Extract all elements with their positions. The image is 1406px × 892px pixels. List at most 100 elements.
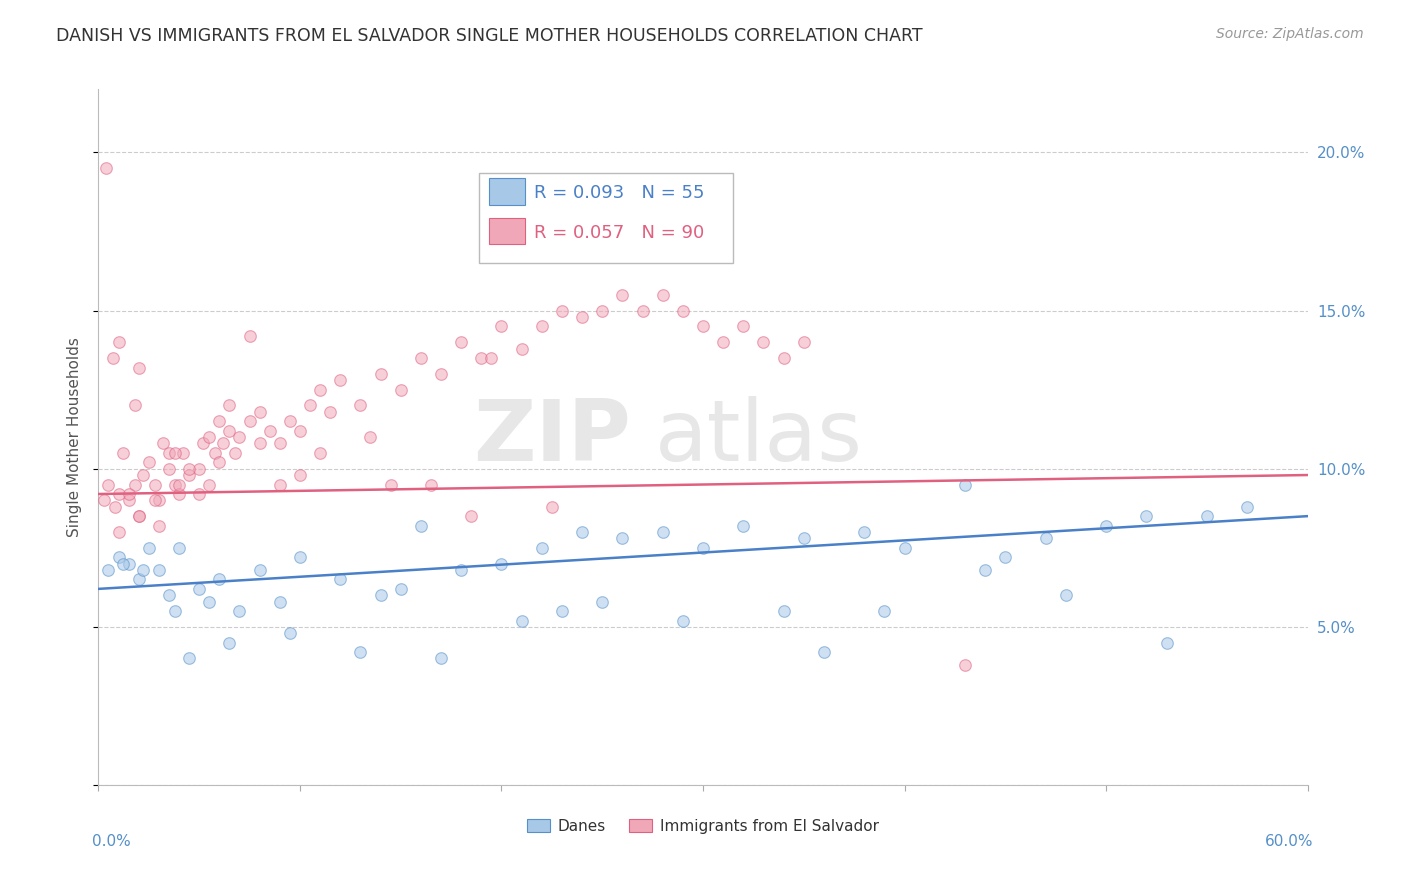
Point	[212, 436, 235, 450]
Point	[138, 541, 160, 555]
Point	[118, 493, 141, 508]
Point	[107, 550, 129, 565]
Point	[107, 335, 129, 350]
Point	[612, 287, 634, 301]
Point	[853, 524, 876, 539]
Point	[631, 303, 654, 318]
Text: ZIP: ZIP	[472, 395, 630, 479]
Point	[208, 455, 231, 469]
Legend: Danes, Immigrants from El Salvador: Danes, Immigrants from El Salvador	[522, 813, 884, 840]
Point	[111, 557, 134, 571]
Point	[793, 335, 815, 350]
Point	[551, 604, 574, 618]
Point	[409, 351, 432, 365]
Y-axis label: Single Mother Households: Single Mother Households	[67, 337, 83, 537]
Point	[360, 430, 382, 444]
Point	[692, 541, 714, 555]
Point	[167, 541, 190, 555]
Point	[1236, 500, 1258, 514]
Point	[188, 487, 211, 501]
Point	[733, 319, 755, 334]
Point	[692, 319, 714, 334]
Point	[93, 493, 115, 508]
Point	[188, 461, 211, 475]
Point	[953, 657, 976, 672]
Point	[309, 446, 332, 460]
Point	[893, 541, 915, 555]
Point	[179, 468, 201, 483]
Point	[349, 645, 371, 659]
Point	[510, 342, 533, 356]
Point	[107, 487, 129, 501]
Point	[143, 493, 166, 508]
Point	[389, 383, 412, 397]
Point	[259, 424, 281, 438]
Point	[733, 518, 755, 533]
Point	[370, 588, 392, 602]
Point	[101, 351, 124, 365]
Point	[430, 367, 453, 381]
Point	[152, 436, 174, 450]
Point	[148, 563, 170, 577]
Point	[138, 455, 160, 469]
Point	[239, 414, 262, 428]
Point	[97, 563, 120, 577]
Point	[218, 424, 240, 438]
Point	[329, 573, 352, 587]
Point	[269, 477, 291, 491]
Point	[672, 303, 695, 318]
Point	[208, 573, 231, 587]
Point	[994, 550, 1017, 565]
Point	[249, 563, 271, 577]
Point	[97, 477, 120, 491]
Point	[118, 487, 141, 501]
Text: R = 0.057   N = 90: R = 0.057 N = 90	[534, 224, 704, 242]
FancyBboxPatch shape	[489, 178, 526, 204]
FancyBboxPatch shape	[489, 218, 526, 244]
Text: DANISH VS IMMIGRANTS FROM EL SALVADOR SINGLE MOTHER HOUSEHOLDS CORRELATION CHART: DANISH VS IMMIGRANTS FROM EL SALVADOR SI…	[56, 27, 922, 45]
Point	[1095, 518, 1118, 533]
Point	[793, 531, 815, 545]
Point	[530, 319, 553, 334]
Point	[193, 436, 215, 450]
Point	[118, 557, 141, 571]
Point	[107, 524, 129, 539]
Point	[612, 531, 634, 545]
Point	[163, 477, 186, 491]
Point	[1035, 531, 1057, 545]
Point	[111, 446, 134, 460]
Point	[198, 430, 221, 444]
Point	[450, 335, 472, 350]
Point	[239, 329, 262, 343]
Point	[163, 604, 186, 618]
Point	[249, 436, 271, 450]
Point	[380, 477, 402, 491]
Point	[772, 604, 794, 618]
Point	[974, 563, 997, 577]
Point	[157, 446, 180, 460]
Point	[460, 509, 482, 524]
Point	[167, 477, 190, 491]
Point	[591, 303, 613, 318]
Point	[148, 518, 170, 533]
Point	[873, 604, 896, 618]
Point	[491, 557, 513, 571]
Point	[288, 424, 311, 438]
Point	[124, 477, 146, 491]
Point	[772, 351, 794, 365]
Point	[491, 319, 513, 334]
Point	[179, 461, 201, 475]
Point	[651, 524, 673, 539]
Point	[269, 594, 291, 608]
Point	[288, 550, 311, 565]
Text: Source: ZipAtlas.com: Source: ZipAtlas.com	[1216, 27, 1364, 41]
Point	[813, 645, 835, 659]
Text: R = 0.093   N = 55: R = 0.093 N = 55	[534, 184, 704, 202]
Point	[96, 161, 118, 176]
Point	[420, 477, 443, 491]
Point	[224, 446, 246, 460]
Point	[651, 287, 673, 301]
FancyBboxPatch shape	[479, 173, 734, 263]
Point	[167, 487, 190, 501]
Point	[218, 635, 240, 649]
